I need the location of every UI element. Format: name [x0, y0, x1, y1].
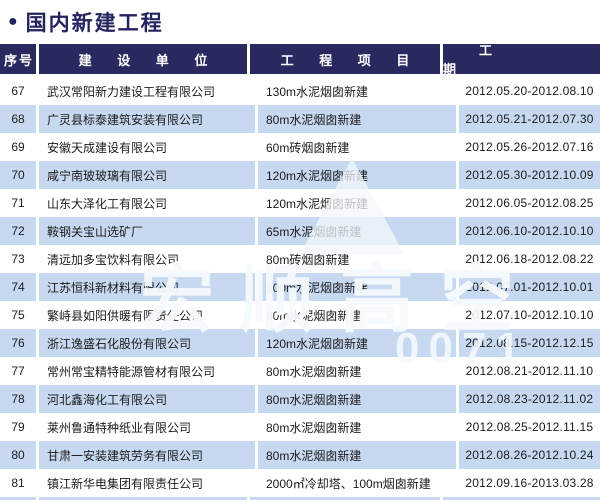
table-row: 79 莱州鲁通特种纸业有限公司 80m水泥烟囱新建 2012.08.25-2012.1…: [0, 413, 600, 441]
row-no-cell: 79: [11, 420, 25, 434]
table-row: 72 鞍钢关宝山选矿厂 65m水泥烟囱新建 2012.06.10-2012.10.10: [0, 217, 600, 245]
table-row: 75 繁峙县如阳供暖有限责任公司 80m水泥烟囱新建 2012.07.10-2012.…: [0, 301, 600, 329]
row-no-cell: 75: [11, 308, 25, 322]
table-row: 77 常州常宝精特能源管材有限公司 80m水泥烟囱新建 2012.08.21-2012…: [0, 357, 600, 385]
column-header-company: 建 设 单 位: [39, 44, 247, 74]
column-header-no: 序号: [0, 44, 36, 74]
section-title: ● 国内新建工程: [0, 0, 600, 44]
row-period-cell: 2012.08.15-2012.12.15: [459, 329, 600, 357]
row-project-cell: 120m水泥烟囱新建: [258, 329, 456, 357]
row-period-cell: 2012.07.01-2012.10.01: [459, 273, 600, 301]
row-project-cell: 80m砖烟囱新建: [266, 252, 350, 267]
row-project-cell: 120m水泥烟囱新建: [258, 161, 456, 189]
row-no-cell: 80: [0, 441, 36, 469]
row-company-cell: 武汉常阳新力建设工程有限公司: [47, 84, 216, 99]
row-company-cell: 浙江逸盛石化股份有限公司: [39, 329, 255, 357]
row-period-cell: 2012.05.21-2012.07.30: [459, 105, 600, 133]
table-row: 71 山东大泽化工有限公司 120m水泥烟囱新建 2012.06.05-2012.08…: [0, 189, 600, 217]
row-project-cell: 2000㎡冷却塔、100m烟囱新建: [266, 476, 431, 491]
row-period-cell: 2012.08.26-2012.10.24: [459, 441, 600, 469]
table-body: 67 武汉常阳新力建设工程有限公司 130m水泥烟囱新建 2012.05.20-201…: [0, 77, 600, 497]
row-project-cell: 60m砖烟囱新建: [266, 140, 350, 155]
row-project-cell: 80m水泥烟囱新建: [266, 364, 362, 379]
table-row: 67 武汉常阳新力建设工程有限公司 130m水泥烟囱新建 2012.05.20-201…: [0, 77, 600, 105]
column-header-project: 工 程 项 目: [250, 44, 440, 74]
row-project-cell: 120m水泥烟囱新建: [266, 196, 369, 211]
row-period-cell: 2012.08.25-2012.11.15: [465, 420, 594, 434]
table-row: 78 河北鑫海化工有限公司 80m水泥烟囱新建 2012.08.23-2012.11.…: [0, 385, 600, 413]
row-project-cell: 130m水泥烟囱新建: [266, 84, 369, 99]
row-no-cell: 74: [0, 273, 36, 301]
row-period-cell: 2012.06.18-2012.08.22: [465, 252, 594, 266]
row-company-cell: 甘肃一安装建筑劳务有限公司: [39, 441, 255, 469]
table-row: 69 安徽天成建设有限公司 60m砖烟囱新建 2012.05.26-2012.07.1…: [0, 133, 600, 161]
row-period-cell: 2012.08.21-2012.11.10: [465, 364, 594, 378]
partial-cell: [443, 497, 600, 500]
table-row: 81 镇江新华电集团有限责任公司 2000㎡冷却塔、100m烟囱新建 2012.09.…: [0, 469, 600, 497]
table-row: 80 甘肃一安装建筑劳务有限公司 80m水泥烟囱新建 2012.08.26-2012.…: [0, 441, 600, 469]
row-no-cell: 78: [0, 385, 36, 413]
row-no-cell: 68: [0, 105, 36, 133]
partial-next-row: [0, 497, 600, 500]
row-company-cell: 安徽天成建设有限公司: [47, 140, 168, 155]
row-company-cell: 清远加多宝饮料有限公司: [47, 252, 180, 267]
row-period-cell: 2012.09.16-2013.03.28: [465, 476, 594, 490]
row-period-cell: 2012.05.26-2012.07.16: [465, 140, 594, 154]
row-no-cell: 69: [11, 140, 25, 154]
partial-cell: [250, 497, 440, 500]
bullet-icon: ●: [8, 13, 18, 30]
row-no-cell: 71: [11, 196, 25, 210]
row-period-cell: 2012.05.30-2012.10.09: [459, 161, 600, 189]
row-company-cell: 繁峙县如阳供暖有限责任公司: [47, 308, 204, 323]
row-project-cell: 80m水泥烟囱新建: [266, 308, 362, 323]
projects-table: 序号 建 设 单 位 工 程 项 目 工 期 67 武汉常阳新力建设工程有限公司 1…: [0, 43, 600, 500]
row-period-cell: 2012.05.20-2012.08.10: [465, 84, 594, 98]
row-period-cell: 2012.06.10-2012.10.10: [459, 217, 600, 245]
row-project-cell: 80m水泥烟囱新建: [258, 105, 456, 133]
row-no-cell: 76: [0, 329, 36, 357]
page-title: 国内新建工程: [25, 12, 164, 35]
row-no-cell: 73: [11, 252, 25, 266]
table-row: 73 清远加多宝饮料有限公司 80m砖烟囱新建 2012.06.18-2012.08.…: [0, 245, 600, 273]
row-company-cell: 山东大泽化工有限公司: [47, 196, 168, 211]
row-project-cell: 65m水泥烟囱新建: [258, 217, 456, 245]
row-project-cell: 100m水泥烟囱新建: [258, 273, 456, 301]
row-company-cell: 常州常宝精特能源管材有限公司: [47, 364, 216, 379]
row-company-cell: 镇江新华电集团有限责任公司: [47, 476, 204, 491]
row-company-cell: 广灵县标泰建筑安装有限公司: [39, 105, 255, 133]
table-header-row: 序号 建 设 单 位 工 程 项 目 工 期: [0, 43, 600, 77]
row-company-cell: 鞍钢关宝山选矿厂: [39, 217, 255, 245]
row-project-cell: 80m水泥烟囱新建: [266, 420, 362, 435]
row-no-cell: 67: [11, 84, 25, 98]
table-row: 70 咸宁南玻玻璃有限公司 120m水泥烟囱新建 2012.05.30-2012.10…: [0, 161, 600, 189]
row-company-cell: 莱州鲁通特种纸业有限公司: [47, 420, 192, 435]
row-company-cell: 江苏恒科新材料有限公司: [39, 273, 255, 301]
row-no-cell: 77: [11, 364, 25, 378]
row-company-cell: 咸宁南玻玻璃有限公司: [39, 161, 255, 189]
row-period-cell: 2012.06.05-2012.08.25: [465, 196, 594, 210]
row-project-cell: 80m水泥烟囱新建: [258, 385, 456, 413]
table-row: 68 广灵县标泰建筑安装有限公司 80m水泥烟囱新建 2012.05.21-2012.…: [0, 105, 600, 133]
row-period-cell: 2012.07.10-2012.10.10: [465, 308, 594, 322]
table-row: 76 浙江逸盛石化股份有限公司 120m水泥烟囱新建 2012.08.15-2012.…: [0, 329, 600, 357]
partial-cell: [0, 497, 36, 500]
column-header-period: 工 期: [443, 43, 600, 77]
row-period-cell: 2012.08.23-2012.11.02: [459, 385, 600, 413]
row-project-cell: 80m水泥烟囱新建: [258, 441, 456, 469]
table-row: 74 江苏恒科新材料有限公司 100m水泥烟囱新建 2012.07.01-2012.1…: [0, 273, 600, 301]
row-no-cell: 70: [0, 161, 36, 189]
partial-cell: [39, 497, 247, 500]
row-company-cell: 河北鑫海化工有限公司: [39, 385, 255, 413]
row-no-cell: 81: [11, 476, 25, 490]
row-no-cell: 72: [0, 217, 36, 245]
